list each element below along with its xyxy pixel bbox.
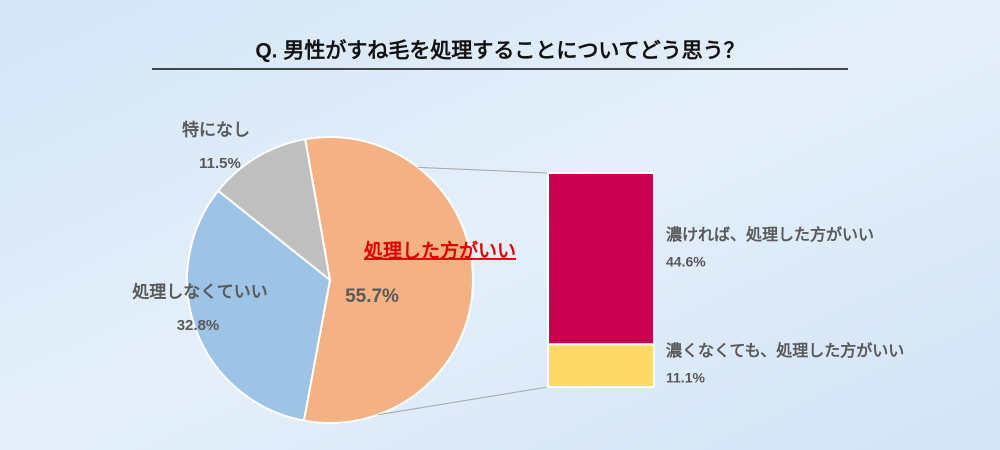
connector: [418, 166, 549, 174]
breakdown-label: 濃ければ、処理した方がいい: [666, 225, 874, 244]
pie-slice: [186, 189, 332, 422]
breakdown-value-label: 11.1%: [666, 370, 705, 386]
slice-value-label: 32.8%: [177, 317, 220, 334]
breakdown-bar: [547, 343, 655, 388]
chart-title: Q. 男性がすね毛を処理することについてどう思う？: [255, 39, 744, 63]
slice-label: 特になし: [182, 119, 250, 139]
connector: [377, 386, 549, 416]
breakdown-label: 濃くなくても、処理した方がいい: [666, 341, 904, 360]
pie-slice: [302, 136, 474, 424]
breakdown-value-label: 44.6%: [666, 254, 706, 270]
slice-value-label: 11.5%: [199, 155, 241, 172]
slice-label: 処理しなくていい: [131, 282, 268, 301]
breakdown-bar: [547, 172, 655, 346]
slice-label: 処理した方がいい: [364, 239, 516, 262]
slice-value-label: 55.7%: [345, 286, 399, 307]
pie-slice: [216, 138, 332, 283]
